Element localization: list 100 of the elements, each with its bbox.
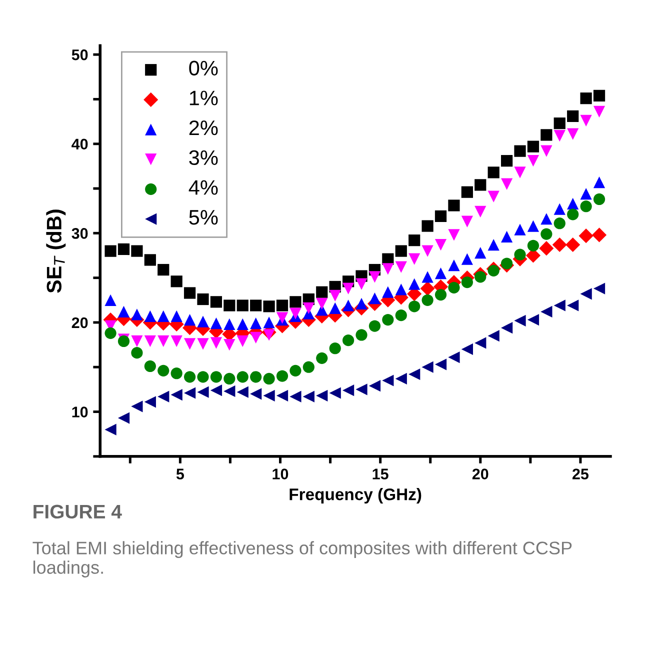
- caption: FIGURE 4: [34, 504, 122, 519]
- point: [302, 361, 314, 373]
- point: [342, 300, 354, 312]
- point: [118, 243, 130, 256]
- point: [448, 200, 460, 212]
- point: [408, 300, 420, 312]
- point: [329, 387, 341, 399]
- point: [329, 342, 341, 354]
- point: [580, 200, 592, 212]
- point: [593, 176, 606, 188]
- point: [184, 338, 196, 350]
- point: [448, 259, 460, 272]
- point: [567, 300, 579, 312]
- point: [580, 92, 592, 104]
- point: [184, 287, 196, 299]
- point: [250, 318, 262, 330]
- point: [170, 368, 182, 380]
- point: [554, 218, 566, 230]
- legend-label: 5%: [189, 210, 218, 225]
- point: [104, 327, 116, 339]
- point: [290, 390, 302, 402]
- point: [580, 188, 592, 200]
- point: [500, 178, 513, 190]
- point: [500, 322, 513, 334]
- point: [276, 300, 288, 312]
- point: [552, 237, 567, 252]
- point: [382, 314, 394, 326]
- point: [342, 334, 354, 346]
- point: [500, 258, 513, 270]
- point: [131, 335, 143, 348]
- point: [131, 308, 143, 320]
- point: [382, 263, 394, 275]
- point: [539, 241, 554, 256]
- point: [250, 300, 262, 312]
- point: [527, 220, 540, 232]
- x-tick-label: 15: [372, 468, 388, 480]
- y-tick-label: 50: [72, 49, 88, 60]
- point: [567, 110, 579, 122]
- y-tick-label: 40: [72, 138, 88, 150]
- point: [488, 330, 500, 342]
- point: [368, 271, 381, 283]
- point: [197, 371, 209, 383]
- y-tick-label: 10: [72, 406, 88, 418]
- point: [144, 310, 156, 322]
- point: [488, 264, 500, 276]
- point: [461, 343, 473, 356]
- point: [422, 245, 434, 257]
- point: [250, 388, 262, 400]
- point: [474, 337, 486, 349]
- point: [461, 253, 473, 265]
- point: [144, 360, 156, 372]
- point: [158, 364, 170, 376]
- point: [250, 332, 262, 344]
- point: [329, 290, 341, 302]
- point: [342, 282, 354, 294]
- point: [197, 338, 209, 350]
- point: [210, 318, 222, 330]
- point: [434, 238, 447, 251]
- point: [170, 335, 182, 348]
- point: [210, 337, 222, 349]
- point: [514, 166, 526, 178]
- point: [395, 245, 407, 257]
- point: [395, 284, 407, 296]
- point: [224, 318, 236, 330]
- point: [170, 276, 182, 288]
- point: [356, 384, 368, 396]
- point: [554, 118, 566, 130]
- legend-label: 4%: [188, 180, 218, 195]
- point: [422, 294, 434, 306]
- point: [158, 335, 170, 348]
- point: [461, 186, 473, 198]
- point: [422, 271, 434, 283]
- point: [554, 300, 566, 312]
- point: [356, 278, 368, 290]
- y-tick-label: 20: [72, 317, 88, 328]
- x-axis-title: Frequency (GHz): [290, 488, 422, 504]
- point: [290, 308, 302, 320]
- point: [527, 240, 540, 252]
- point: [434, 210, 447, 222]
- point: [567, 128, 579, 140]
- point: [540, 129, 552, 141]
- point: [236, 335, 248, 348]
- point: [382, 374, 394, 386]
- point: [104, 294, 116, 306]
- point: [395, 372, 407, 385]
- point: [144, 396, 156, 408]
- point: [356, 298, 368, 310]
- point: [593, 106, 606, 118]
- point: [368, 292, 381, 304]
- point: [170, 310, 182, 322]
- point: [540, 213, 552, 225]
- point: [593, 282, 606, 294]
- point: [527, 140, 540, 152]
- point: [356, 329, 368, 341]
- point: [514, 314, 526, 326]
- point: [276, 370, 288, 382]
- point: [488, 238, 500, 251]
- point: [527, 314, 540, 326]
- point: [302, 302, 314, 314]
- point: [461, 276, 473, 288]
